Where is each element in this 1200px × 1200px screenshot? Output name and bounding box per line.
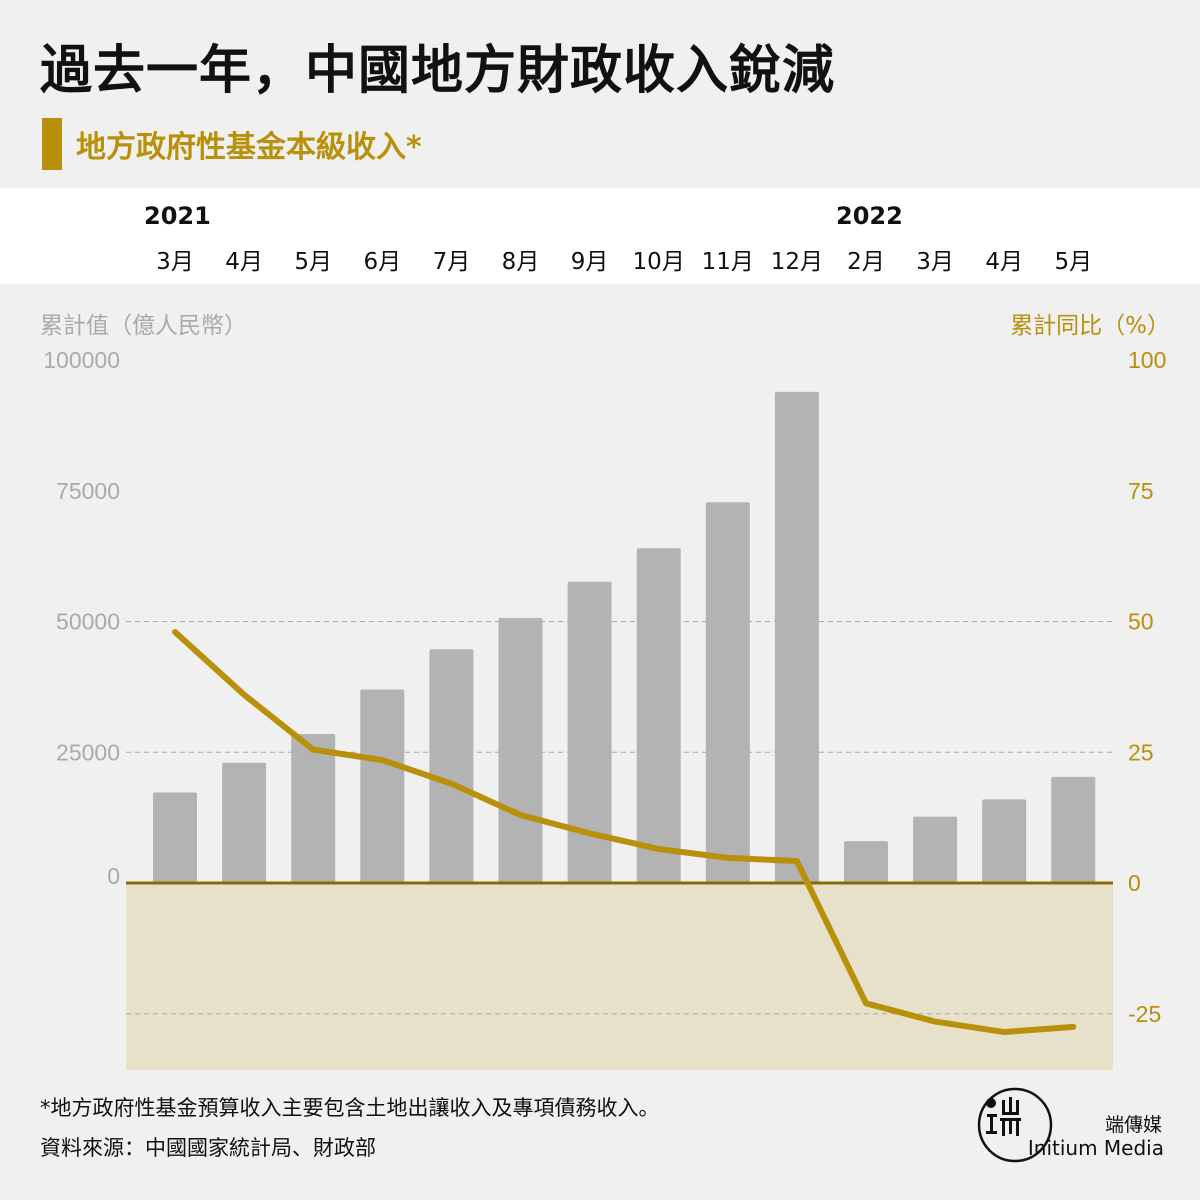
right-tick-label: 50	[1128, 609, 1154, 635]
month-label: 6月	[363, 249, 402, 275]
month-label: 8月	[501, 249, 540, 275]
bar-5月	[1051, 776, 1096, 883]
year-label: 2022	[836, 202, 903, 230]
right-tick-label: 25	[1128, 739, 1154, 765]
bar-2月	[844, 841, 888, 883]
source-note: 資料來源：中國國家統計局、財政部	[40, 1136, 376, 1160]
bar-3月	[153, 792, 197, 883]
bar-4月	[222, 762, 267, 883]
right-axis-title: 累計同比（%）	[1010, 313, 1170, 339]
right-tick-label: -25	[1128, 1001, 1161, 1027]
month-label: 4月	[225, 249, 263, 275]
right-tick-label: 0	[1128, 870, 1141, 896]
negative-region	[126, 883, 1113, 1070]
left-tick-label: 75000	[56, 478, 120, 504]
bar-9月	[567, 581, 612, 883]
bar-5月	[291, 733, 336, 883]
left-tick-label: 0	[107, 863, 120, 889]
chart-title: 過去一年，中國地方財政收入銳減	[40, 41, 836, 101]
month-label: 11月	[701, 249, 754, 275]
bar-3月	[913, 816, 958, 883]
left-tick-label: 50000	[56, 609, 120, 635]
brand-name-english: Initium Media	[1027, 1136, 1164, 1160]
bar-4月	[982, 799, 1027, 883]
brand-name-chinese: 端傳媒	[1104, 1114, 1162, 1136]
bar-6月	[360, 689, 405, 883]
chart-subtitle: 地方政府性基金本級收入*	[76, 130, 422, 165]
month-label: 12月	[770, 249, 824, 275]
bar-11月	[705, 502, 750, 883]
bar-10月	[636, 548, 681, 883]
month-label: 10月	[632, 249, 685, 275]
year-label: 2021	[144, 202, 211, 230]
month-label: 9月	[570, 249, 609, 275]
month-label: 7月	[432, 249, 471, 275]
bar-8月	[498, 617, 543, 883]
left-axis-title: 累計值（億人民幣）	[40, 313, 247, 339]
month-label: 3月	[156, 249, 194, 275]
yoy-growth-line	[172, 628, 1077, 1036]
right-tick-label: 75	[1128, 478, 1154, 504]
subtitle-accent-bar	[42, 118, 62, 170]
bar-7月	[429, 649, 474, 883]
month-label: 4月	[985, 249, 1024, 275]
month-label: 5月	[1054, 249, 1093, 275]
footnote: *地方政府性基金預算收入主要包含土地出讓收入及專項債務收入。	[40, 1096, 660, 1120]
initium-logo-icon	[977, 1087, 1053, 1163]
time-axis-header: 2021 2022 3月 4月 5月 6月 7月 8月 9月 10月 11月 12月 2月 3月 4月 5…	[0, 188, 1200, 284]
left-tick-label: 25000	[56, 739, 120, 765]
right-tick-label: 100	[1128, 347, 1166, 373]
bar-12月	[774, 391, 819, 883]
month-label: 3月	[916, 249, 954, 275]
month-label: 5月	[294, 249, 333, 275]
month-label: 2月	[847, 249, 885, 275]
left-tick-label: 100000	[43, 347, 120, 373]
